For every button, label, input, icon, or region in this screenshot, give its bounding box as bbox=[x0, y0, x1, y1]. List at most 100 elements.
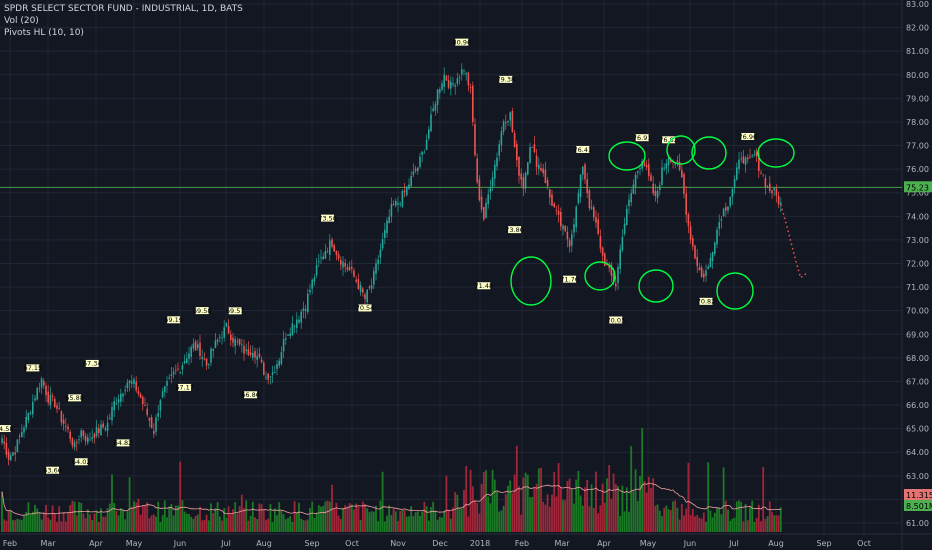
pivot-label-box bbox=[195, 307, 209, 315]
volume-bar bbox=[447, 510, 450, 532]
volume-bar bbox=[650, 488, 652, 532]
candle-body bbox=[104, 428, 107, 430]
candle-body bbox=[520, 173, 522, 180]
volume-bar bbox=[700, 518, 703, 532]
volume-bar bbox=[324, 501, 327, 532]
candle-body bbox=[736, 167, 738, 180]
volume-bar bbox=[617, 486, 619, 532]
volume-bar bbox=[755, 518, 758, 532]
volume-bar bbox=[27, 502, 30, 532]
candle-body bbox=[421, 151, 423, 155]
candle-body bbox=[472, 85, 474, 122]
candle-body bbox=[126, 382, 129, 389]
volume-bar bbox=[630, 446, 633, 532]
candle-body bbox=[177, 368, 179, 370]
candle-body bbox=[575, 206, 577, 228]
candle-body bbox=[632, 184, 635, 194]
candle-body bbox=[291, 323, 294, 335]
volume-bar bbox=[207, 520, 210, 532]
x-tick-label: Dec bbox=[432, 539, 447, 548]
candle-body bbox=[379, 250, 382, 258]
volume-bar bbox=[744, 504, 747, 532]
volume-bar bbox=[20, 519, 23, 532]
candle-body bbox=[764, 178, 767, 188]
volume-bar bbox=[137, 498, 140, 532]
volume-bar bbox=[471, 486, 474, 532]
candle-body bbox=[551, 194, 553, 206]
volume-bar bbox=[133, 501, 135, 532]
volume-bar bbox=[500, 510, 503, 532]
candle-body bbox=[557, 210, 560, 215]
candle-body bbox=[546, 179, 549, 187]
x-tick-label: Sep bbox=[304, 539, 319, 548]
annotation-circle bbox=[666, 135, 696, 165]
candle-body bbox=[113, 401, 115, 411]
volume-bar bbox=[38, 511, 41, 532]
volume-bar bbox=[425, 506, 428, 532]
candle-body bbox=[738, 159, 740, 169]
volume-bar bbox=[205, 514, 208, 532]
volume-bar bbox=[320, 506, 322, 532]
x-tick-label: Apr bbox=[597, 539, 612, 548]
candle-body bbox=[38, 388, 41, 390]
x-tick-label: Oct bbox=[345, 539, 359, 548]
volume-bar bbox=[463, 489, 465, 532]
candle-body bbox=[555, 209, 558, 211]
volume-bar bbox=[357, 506, 360, 532]
volume-bar bbox=[368, 512, 371, 532]
volume-bar bbox=[599, 505, 602, 532]
candle-body bbox=[474, 124, 476, 156]
volume-bar bbox=[214, 508, 217, 532]
candle-body bbox=[502, 121, 505, 132]
candle-body bbox=[665, 163, 668, 169]
pivot-label: 64.58 bbox=[0, 425, 14, 433]
volume-bar bbox=[555, 496, 558, 532]
volume-bar bbox=[236, 513, 239, 532]
volume-bar bbox=[590, 484, 593, 532]
last-price-tag: 75.23 bbox=[906, 183, 929, 192]
volume-bar bbox=[47, 517, 50, 532]
candle-body bbox=[461, 69, 463, 75]
volume-bar bbox=[535, 483, 538, 532]
candle-body bbox=[654, 190, 657, 196]
volume-bar bbox=[168, 506, 171, 532]
volume-tag-bg bbox=[904, 500, 932, 511]
candle-body bbox=[243, 345, 245, 354]
volume-bar bbox=[645, 492, 648, 532]
volume-bar bbox=[69, 505, 72, 532]
candle-body bbox=[56, 405, 58, 409]
forecast-path bbox=[780, 204, 808, 279]
candle-body bbox=[357, 279, 360, 289]
volume-bar bbox=[584, 487, 586, 532]
candle-body bbox=[331, 239, 333, 247]
volume-bar bbox=[722, 467, 725, 532]
volume-bar bbox=[480, 483, 483, 532]
candle-body bbox=[584, 164, 586, 180]
pivot-label-box bbox=[358, 304, 372, 312]
candle-body bbox=[601, 247, 604, 256]
pivot-label: 73.86 bbox=[505, 226, 524, 234]
volume-bar bbox=[469, 469, 472, 532]
candle-body bbox=[480, 196, 483, 210]
candle-body bbox=[419, 156, 421, 168]
candle-body bbox=[703, 273, 705, 278]
candle-body bbox=[225, 322, 228, 327]
candle-body bbox=[252, 352, 254, 358]
pivot-label-box bbox=[477, 282, 491, 290]
candle-body bbox=[203, 358, 206, 360]
volume-bar bbox=[452, 507, 454, 532]
candle-body bbox=[34, 398, 36, 401]
pivot-label-box bbox=[741, 132, 755, 140]
candle-body bbox=[445, 75, 448, 81]
candle-body bbox=[469, 86, 472, 88]
pivot-label-box bbox=[321, 214, 335, 222]
candle-body bbox=[168, 377, 170, 379]
candle-body bbox=[749, 156, 751, 158]
candle-body bbox=[282, 339, 285, 352]
candle-body bbox=[25, 417, 27, 428]
candle-body bbox=[170, 374, 173, 377]
candle-body bbox=[10, 455, 12, 461]
candle-body bbox=[588, 190, 591, 209]
volume-bar bbox=[254, 517, 256, 532]
